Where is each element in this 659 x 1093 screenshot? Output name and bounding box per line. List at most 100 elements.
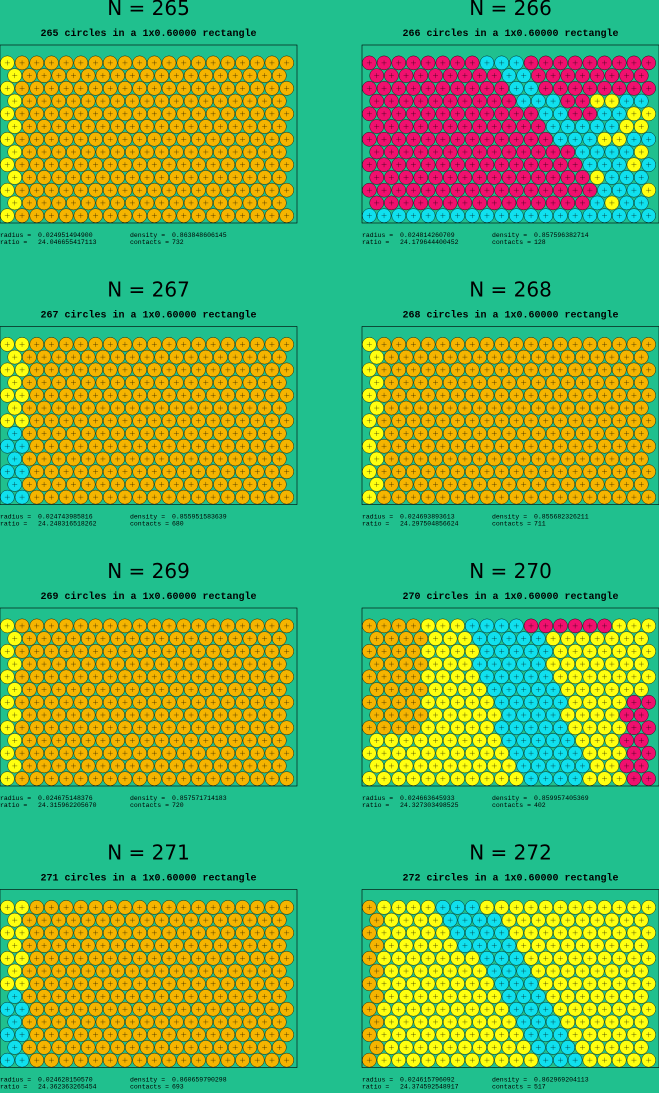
circle-mark xyxy=(195,367,201,373)
circle-mark xyxy=(624,380,630,386)
circle-mark xyxy=(41,200,47,206)
circle-mark xyxy=(71,380,76,386)
circle-mark xyxy=(396,469,402,475)
circle-mark xyxy=(151,213,157,219)
circle-mark xyxy=(366,60,372,66)
circle-mark xyxy=(115,430,121,436)
circle-mark xyxy=(580,380,585,386)
circle-mark xyxy=(34,494,40,500)
circle-mark xyxy=(225,392,231,398)
circle-mark xyxy=(63,392,69,398)
circle-mark xyxy=(173,200,179,206)
circle-mark xyxy=(557,213,563,219)
circle-mark xyxy=(232,405,238,411)
circle-mark xyxy=(240,392,246,398)
circle-mark xyxy=(580,430,585,436)
circle-mark xyxy=(188,200,194,206)
circle-mark xyxy=(499,494,505,500)
stat-value: 732 xyxy=(172,239,184,246)
circle-mark xyxy=(122,469,128,475)
circle-mark xyxy=(572,111,578,117)
circle-mark xyxy=(513,136,519,142)
circle-mark xyxy=(580,124,585,130)
panel-title: N = 272 xyxy=(469,841,552,865)
circle-mark xyxy=(48,136,54,142)
circle-mark xyxy=(528,494,534,500)
circle-mark xyxy=(638,149,644,155)
circle-mark xyxy=(240,136,246,142)
circle-mark xyxy=(19,136,25,142)
circle-mark xyxy=(269,111,275,117)
circle-mark xyxy=(572,60,578,66)
circle-mark xyxy=(528,392,534,398)
circle-mark xyxy=(543,213,549,219)
circle-mark xyxy=(4,213,10,219)
circle-mark xyxy=(262,456,268,462)
circle-mark xyxy=(100,98,106,104)
circle-mark xyxy=(4,367,10,373)
circle-mark xyxy=(26,380,32,386)
circle-mark xyxy=(151,469,157,475)
circle-mark xyxy=(403,174,409,180)
circle-mark xyxy=(144,149,150,155)
circle-mark xyxy=(594,405,600,411)
circle-mark xyxy=(12,200,18,206)
circle-mark xyxy=(484,60,490,66)
circle-mark xyxy=(374,380,380,386)
circle-mark xyxy=(12,354,18,360)
circle-mark xyxy=(85,380,91,386)
stat-value: 693 xyxy=(172,1084,184,1091)
circle-mark xyxy=(225,213,231,219)
circle-mark xyxy=(433,430,438,436)
circle-mark xyxy=(557,85,563,91)
circle-mark xyxy=(499,136,505,142)
circle-mark xyxy=(374,456,380,462)
circle-mark xyxy=(418,405,424,411)
circle-mark xyxy=(188,456,194,462)
circle-mark xyxy=(71,430,76,436)
circle-mark xyxy=(100,456,106,462)
circle-mark xyxy=(63,418,69,424)
circle-mark xyxy=(646,162,652,168)
circle-mark xyxy=(19,213,25,219)
circle-mark xyxy=(151,60,157,66)
circle-mark xyxy=(210,111,216,117)
circle-mark xyxy=(624,481,630,487)
circle-mark xyxy=(521,124,527,130)
circle-mark xyxy=(609,430,615,436)
circle-mark xyxy=(513,213,519,219)
circle-mark xyxy=(550,124,556,130)
stat-value: 0.024743985816 xyxy=(38,514,93,521)
circle-mark xyxy=(159,124,165,130)
circle-mark xyxy=(396,162,402,168)
circle-mark xyxy=(269,213,275,219)
circle-mark xyxy=(181,392,187,398)
circle-mark xyxy=(528,60,534,66)
circle-mark xyxy=(624,456,630,462)
circle-mark xyxy=(210,443,216,449)
circle-mark xyxy=(433,73,438,79)
circle-mark xyxy=(469,213,475,219)
circle-mark xyxy=(195,162,201,168)
circle-mark xyxy=(247,174,253,180)
circle-mark xyxy=(232,73,238,79)
circle-mark xyxy=(151,187,157,193)
circle-mark xyxy=(543,494,549,500)
circle-mark xyxy=(78,418,84,424)
circle-mark xyxy=(366,136,372,142)
circle-mark xyxy=(19,85,25,91)
circle-mark xyxy=(41,481,47,487)
circle-mark xyxy=(34,111,40,117)
circle-mark xyxy=(56,174,62,180)
circle-mark xyxy=(34,85,40,91)
circle-mark xyxy=(425,469,431,475)
circle-mark xyxy=(151,367,157,373)
circle-mark xyxy=(247,73,253,79)
circle-mark xyxy=(247,149,253,155)
circle-mark xyxy=(151,443,157,449)
circle-mark xyxy=(107,443,113,449)
circle-mark xyxy=(41,430,47,436)
stat-value: 0.863848606145 xyxy=(172,232,227,239)
circle-mark xyxy=(543,469,549,475)
